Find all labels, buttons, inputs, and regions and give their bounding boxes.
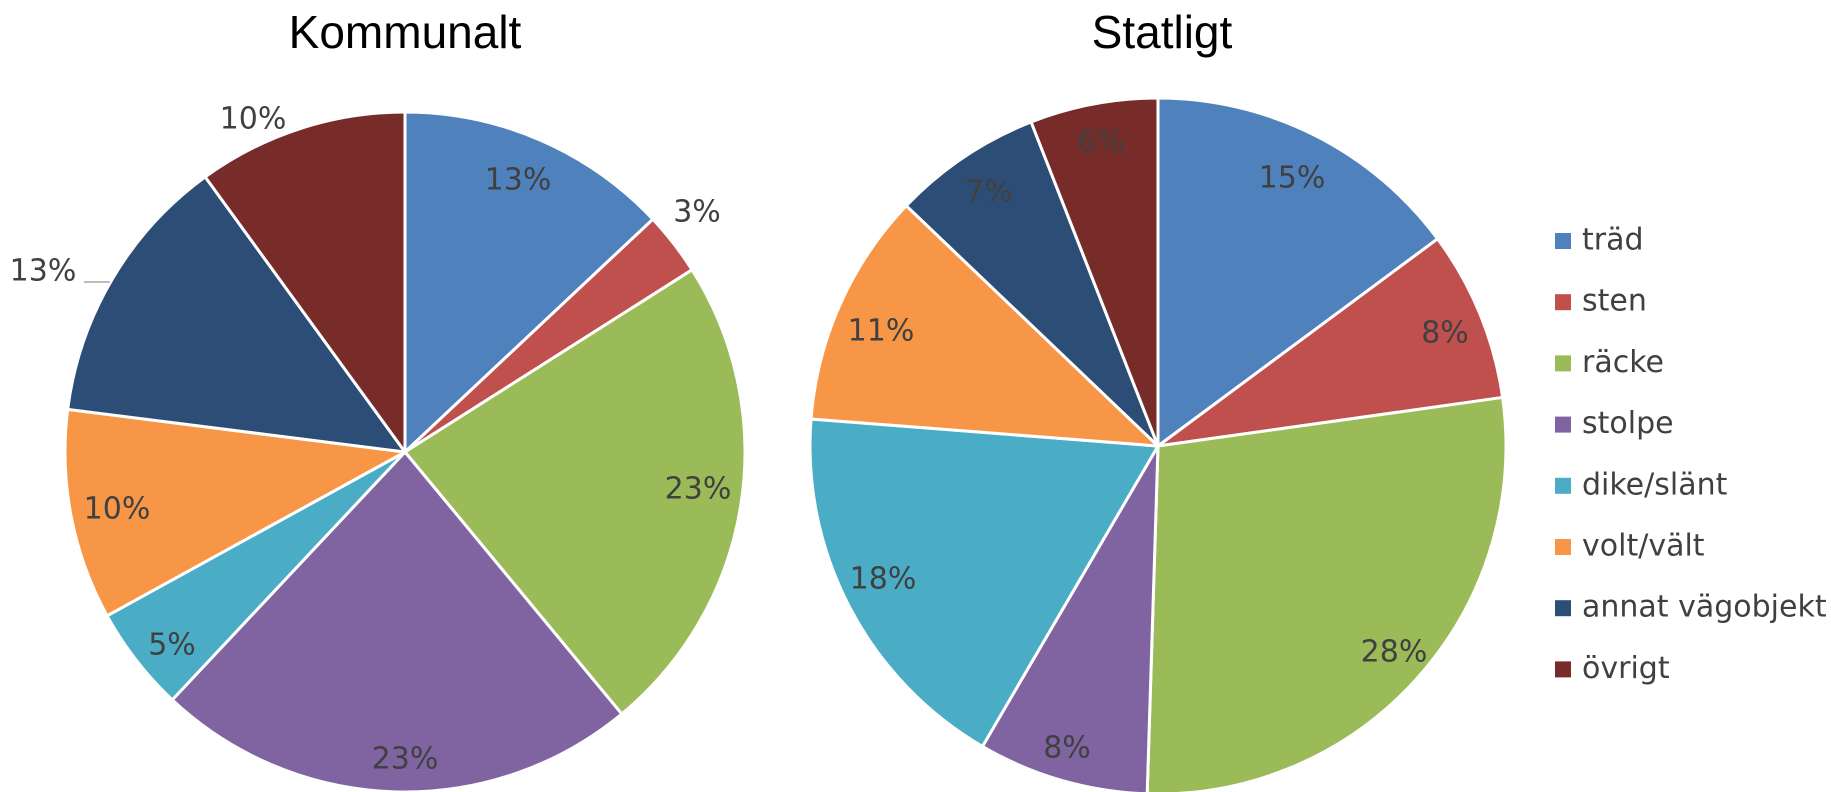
- legend-label-trad: träd: [1582, 223, 1644, 258]
- legend-label-sten: sten: [1582, 284, 1647, 319]
- pie-chart-kommunalt: Kommunalt 13% 3% 23% 23% 5% 10% 13% 10%: [10, 6, 747, 792]
- legend-item-ovrigt: övrigt: [1555, 651, 1670, 686]
- pie-chart-statligt: Statligt 15% 8% 28% 8% 18% 11% 7% 6%: [808, 6, 1508, 792]
- chart-title-statligt: Statligt: [1092, 6, 1233, 58]
- legend-swatch-stolpe: [1555, 416, 1571, 433]
- legend-label-annat-vagobjekt: annat vägobjekt: [1582, 590, 1827, 625]
- legend-swatch-racke: [1555, 355, 1571, 372]
- legend-swatch-dike-slant: [1555, 477, 1571, 494]
- legend-label-racke: räcke: [1582, 345, 1664, 380]
- legend-swatch-sten: [1555, 294, 1571, 311]
- legend-item-racke: räcke: [1555, 345, 1664, 380]
- pie-slice-trad: [403, 110, 655, 454]
- data-label-annat-vagobjekt: 13%: [10, 254, 77, 289]
- data-label-trad: 13%: [485, 163, 552, 198]
- data-label-dike-slant: 5%: [148, 628, 196, 663]
- pie-slice-annat-vagobjekt: [66, 175, 407, 454]
- legend-item-trad: träd: [1555, 223, 1644, 258]
- pie-slice-trad: [1156, 96, 1440, 448]
- data-label-ovrigt: 6%: [1077, 125, 1125, 160]
- pie-slice-volt-valt: [63, 407, 407, 618]
- data-label-racke: 28%: [1361, 635, 1428, 670]
- pie-slice-ovrigt: [203, 110, 407, 454]
- legend-swatch-annat-vagobjekt: [1555, 600, 1571, 617]
- data-label-ovrigt: 10%: [220, 102, 287, 137]
- legend-swatch-ovrigt: [1555, 661, 1571, 678]
- legend-swatch-volt-valt: [1555, 539, 1571, 555]
- legend-item-sten: sten: [1555, 284, 1647, 319]
- pie-slice-stolpe: [980, 444, 1160, 792]
- chart-title-kommunalt: Kommunalt: [289, 6, 522, 58]
- pie-slice-sten: [1156, 237, 1505, 448]
- data-label-annat-vagobjekt: 7%: [965, 175, 1013, 210]
- pie-slice-racke: [403, 268, 747, 716]
- data-label-stolpe: 23%: [372, 742, 439, 777]
- chart-legend: träd sten räcke stolpe dike/slänt volt/vält an…: [1555, 223, 1827, 686]
- legend-label-volt-valt: volt/vält: [1582, 529, 1705, 564]
- legend-label-stolpe: stolpe: [1582, 406, 1674, 441]
- pie-slice-volt-valt: [809, 204, 1160, 448]
- data-label-volt-valt: 11%: [848, 314, 915, 349]
- pie-slice-dike-slant: [808, 417, 1160, 748]
- data-label-sten: 8%: [1421, 316, 1469, 351]
- data-label-racke: 23%: [665, 472, 732, 507]
- legend-label-dike-slant: dike/slänt: [1582, 467, 1728, 502]
- legend-item-stolpe: stolpe: [1555, 406, 1674, 441]
- legend-label-ovrigt: övrigt: [1582, 651, 1670, 686]
- legend-item-annat-vagobjekt: annat vägobjekt: [1555, 590, 1827, 625]
- data-label-volt-valt: 10%: [84, 492, 151, 527]
- pie-slice-ovrigt: [1029, 96, 1160, 448]
- data-label-trad: 15%: [1259, 161, 1326, 196]
- data-label-dike-slant: 18%: [850, 562, 917, 597]
- pie-slice-annat-vagobjekt: [904, 120, 1160, 448]
- data-label-stolpe: 8%: [1043, 731, 1091, 766]
- pie-slice-racke: [1145, 395, 1508, 792]
- legend-swatch-trad: [1555, 233, 1571, 249]
- legend-item-volt-valt: volt/vält: [1555, 529, 1705, 564]
- legend-item-dike-slant: dike/slänt: [1555, 467, 1728, 502]
- data-label-sten: 3%: [673, 195, 721, 230]
